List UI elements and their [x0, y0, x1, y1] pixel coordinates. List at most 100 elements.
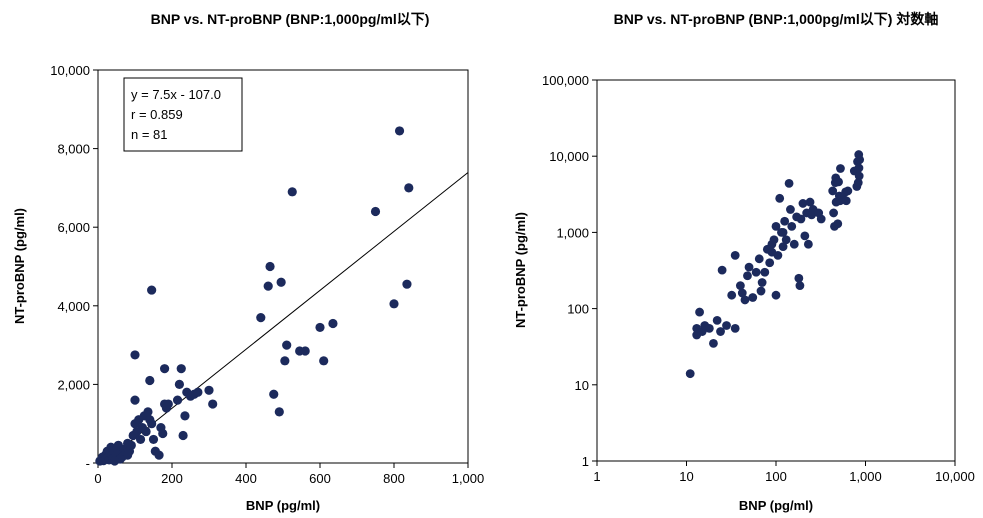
stats-r: r = 0.859	[131, 107, 183, 122]
data-point	[256, 312, 266, 323]
data-point	[208, 399, 218, 409]
data-point	[841, 196, 851, 206]
data-point	[135, 434, 146, 445]
data-point	[712, 316, 722, 325]
data-point	[853, 178, 863, 188]
y-tick-label: 100,000	[542, 73, 589, 88]
log-scatter-chart: BNP vs. NT-proBNP (BNP:1,000pg/ml以下) 対数軸…	[513, 11, 975, 513]
data-point	[740, 295, 750, 305]
data-point	[775, 193, 785, 203]
data-point	[795, 281, 805, 291]
x-tick-label: 10	[679, 469, 693, 484]
data-point	[172, 395, 183, 405]
data-point	[805, 197, 815, 207]
data-point	[778, 228, 788, 237]
data-point	[743, 271, 752, 281]
data-point	[780, 216, 790, 226]
y-tick-label: 6,000	[57, 220, 90, 235]
y-axis-label-right: NT-proBNP (pg/ml)	[513, 212, 528, 328]
data-point	[123, 450, 133, 460]
data-point	[798, 199, 808, 208]
x-tick-label: 100	[765, 469, 787, 484]
data-point	[794, 273, 804, 283]
data-point	[771, 290, 781, 300]
data-point	[319, 356, 329, 366]
data-point	[855, 155, 865, 165]
linear-scatter-chart: BNP vs. NT-proBNP (BNP:1,000pg/ml以下) 0 20…	[12, 11, 484, 513]
data-point	[765, 258, 775, 268]
data-point	[816, 214, 826, 224]
stats-equation: y = 7.5x - 107.0	[131, 87, 221, 102]
data-point	[709, 338, 718, 348]
data-point	[796, 214, 806, 224]
chart-title-right: BNP vs. NT-proBNP (BNP:1,000pg/ml以下) 対数軸	[614, 11, 939, 27]
data-point	[130, 395, 140, 405]
data-point	[276, 277, 286, 287]
data-point	[163, 399, 173, 409]
x-tick-label: 1,000	[849, 469, 882, 484]
y-tick-label: -	[86, 456, 90, 471]
x-tick-label: 800	[383, 471, 405, 486]
x-tick-label: 10,000	[935, 469, 975, 484]
data-point	[274, 407, 284, 417]
data-point	[744, 262, 754, 272]
data-point	[269, 389, 279, 399]
data-point	[126, 440, 136, 450]
x-axis-label-right: BNP (pg/ml)	[739, 498, 813, 513]
data-point	[143, 407, 153, 417]
data-point	[158, 428, 168, 439]
data-point	[786, 205, 795, 214]
tick-group-left: 0 200 400 600 800 1,000 - 2,000 4,000 6,000 8,000 1…	[50, 63, 484, 486]
data-point	[394, 126, 405, 136]
y-axis-label-left: NT-proBNP (pg/ml)	[12, 208, 27, 324]
data-point	[147, 285, 157, 295]
plot-frame-right	[596, 79, 956, 462]
data-point	[315, 322, 325, 333]
y-tick-label: 4,000	[57, 299, 90, 314]
stats-n: n = 81	[131, 127, 168, 142]
data-point	[178, 430, 188, 441]
data-point	[287, 187, 297, 197]
tick-group-right: 1 10 100 1,000 10,000 1 10 100 1,000 10,000 100,00…	[542, 73, 975, 484]
data-point	[854, 163, 864, 173]
data-point	[402, 279, 412, 289]
data-point	[176, 364, 186, 374]
data-point	[717, 265, 727, 275]
y-tick-label: 100	[567, 302, 589, 317]
data-point	[800, 231, 810, 241]
data-point	[781, 235, 791, 245]
data-point	[735, 281, 745, 291]
data-point	[141, 426, 151, 437]
data-point	[834, 177, 843, 187]
data-point	[154, 450, 164, 460]
data-point	[685, 369, 695, 379]
data-point	[265, 261, 275, 272]
points-right	[685, 150, 865, 379]
data-point	[180, 411, 190, 421]
data-point	[803, 239, 813, 249]
data-point	[784, 178, 794, 188]
data-point	[160, 364, 170, 374]
data-point	[778, 242, 788, 252]
data-point	[110, 456, 120, 466]
regression-line	[102, 172, 469, 464]
data-point	[130, 350, 140, 360]
data-point	[828, 186, 838, 196]
data-point	[370, 206, 381, 217]
data-point	[193, 387, 203, 397]
data-point	[756, 286, 766, 296]
y-tick-label: 8,000	[57, 142, 90, 157]
x-tick-label: 400	[235, 471, 257, 486]
y-tick-label: 2,000	[57, 377, 90, 392]
data-point	[757, 278, 767, 287]
x-tick-label: 0	[94, 471, 101, 486]
data-point	[204, 385, 214, 395]
data-point	[730, 323, 740, 333]
data-point	[300, 346, 310, 356]
data-point	[771, 221, 781, 231]
points-left	[95, 126, 414, 466]
x-tick-label: 600	[309, 471, 331, 486]
x-tick-label: 200	[161, 471, 183, 486]
data-point	[787, 221, 797, 231]
